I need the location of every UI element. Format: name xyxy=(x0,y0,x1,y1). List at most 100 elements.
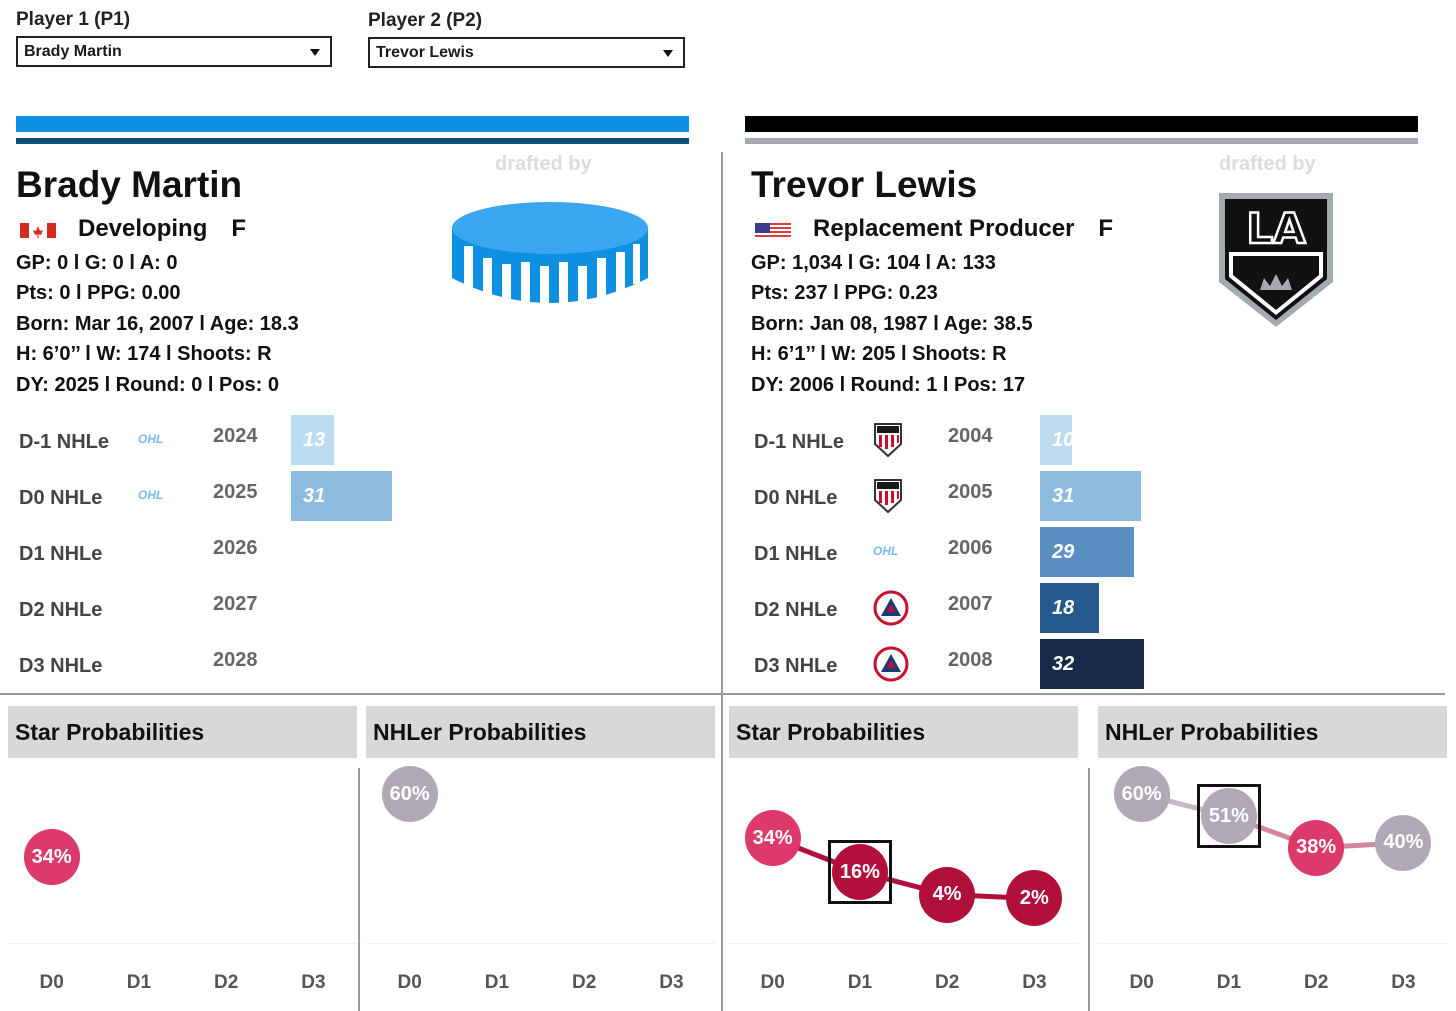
p2-nhle-year: 2006 xyxy=(948,537,993,559)
puck-logo xyxy=(450,200,650,312)
p2-nhle-label: D-1 NHLe xyxy=(754,431,845,453)
p1-star-panel-title: Star Probabilities xyxy=(8,706,357,758)
ohl-logo-icon: OHL xyxy=(873,542,909,578)
p2-nhle-value: 29 xyxy=(1052,541,1075,563)
p1-team-secondary-bar xyxy=(16,138,689,144)
p1-panel-divider xyxy=(358,768,360,1011)
p2-nhle-year: 2005 xyxy=(948,481,993,503)
data-label: 60% xyxy=(389,782,430,805)
data-point: 16% xyxy=(831,844,888,900)
p2-nhle-bar xyxy=(1040,639,1144,689)
p2-nhle-bar xyxy=(1040,471,1141,521)
p2-stat-line-2: Pts: 237 l PPG: 0.23 xyxy=(751,282,938,304)
x-tick-label: D2 xyxy=(934,972,960,993)
p1-nhle-bar xyxy=(291,415,334,465)
x-tick-label: D0 xyxy=(760,972,785,993)
p1-stat-line-3: Born: Mar 16, 2007 l Age: 18.3 xyxy=(16,313,299,335)
data-point: 60% xyxy=(381,766,438,823)
x-tick-label: D1 xyxy=(847,972,873,993)
p2-stat-line-3: Born: Jan 08, 1987 l Age: 38.5 xyxy=(751,313,1033,335)
data-label: 34% xyxy=(752,826,793,849)
p1-name: Brady Martin xyxy=(16,164,243,205)
data-point: 51% xyxy=(1200,788,1257,845)
p2-team-secondary-bar xyxy=(745,138,1418,144)
p2-nhle-value: 31 xyxy=(1052,485,1075,507)
x-tick-label: D1 xyxy=(126,972,152,993)
p2-team-color-bar xyxy=(745,116,1418,132)
ohl-logo-icon: OHL xyxy=(138,430,174,466)
data-label: 40% xyxy=(1383,831,1424,854)
p2-nhle-year: 2007 xyxy=(948,593,993,615)
ohl-logo-text: OHL xyxy=(138,488,164,502)
selected-point-box xyxy=(1196,784,1261,849)
p2-nhle-value: 18 xyxy=(1052,597,1075,619)
data-label: 51% xyxy=(1208,804,1249,827)
ahl-logo-icon xyxy=(873,646,909,682)
p2-selector-label: Player 2 (P2) xyxy=(368,10,483,31)
p2-nhle-label: D0 NHLe xyxy=(754,487,838,509)
p2-nhle-value: 10 xyxy=(1052,429,1072,451)
x-tick-label: D1 xyxy=(1216,972,1242,993)
x-tick-label: D3 xyxy=(301,972,326,993)
p1-nhle-year: 2028 xyxy=(213,649,258,671)
x-tick-label: D2 xyxy=(213,972,239,993)
p2-stat-line-4: H: 6’1’’ l W: 205 l Shoots: R xyxy=(751,343,1007,365)
la-kings-logo: LA xyxy=(1216,190,1336,330)
p1-nhler-panel-title: NHLer Probabilities xyxy=(366,706,715,758)
p1-status-row: Developing F xyxy=(20,215,246,243)
x-tick-label: D0 xyxy=(397,972,422,993)
p1-player-select[interactable]: Brady Martin xyxy=(16,36,332,67)
p1-nhle-label: D1 NHLe xyxy=(19,543,103,565)
x-tick-label: D2 xyxy=(571,972,597,993)
p1-nhle-label: D2 NHLe xyxy=(19,599,103,621)
p1-stat-line-5: DY: 2025 l Round: 0 l Pos: 0 xyxy=(16,374,280,396)
p2-stat-line-1: GP: 1,034 l G: 104 l A: 133 xyxy=(751,252,996,274)
p2-player-select[interactable]: Trevor Lewis xyxy=(368,37,685,68)
p1-nhle-value: 31 xyxy=(303,485,326,507)
x-tick-label: D3 xyxy=(1391,972,1416,993)
data-point: 34% xyxy=(23,829,80,886)
ahl-logo-icon xyxy=(873,590,909,626)
ushl-logo-icon xyxy=(873,422,909,458)
x-tick-label: D0 xyxy=(39,972,64,993)
chevron-down-icon xyxy=(663,50,673,57)
data-label: 38% xyxy=(1296,836,1337,859)
canada-flag-icon xyxy=(20,220,56,238)
p1-nhle-year: 2024 xyxy=(213,425,258,447)
p2-nhle-bar xyxy=(1040,583,1099,633)
data-label: 34% xyxy=(31,845,72,868)
p2-status-row: Replacement Producer F xyxy=(755,215,1113,243)
x-tick-label: D3 xyxy=(659,972,684,993)
data-label: 2% xyxy=(1019,886,1049,909)
p2-nhle-label: D1 NHLe xyxy=(754,543,838,565)
p2-stat-line-5: DY: 2006 l Round: 1 l Pos: 17 xyxy=(751,374,1026,396)
p1-select-value: Brady Martin xyxy=(24,43,122,60)
p2-name: Trevor Lewis xyxy=(751,164,978,205)
p2-star-panel-title: Star Probabilities xyxy=(729,706,1078,758)
p1-stat-line-4: H: 6’0’’ l W: 174 l Shoots: R xyxy=(16,343,272,365)
chevron-down-icon xyxy=(310,49,320,56)
p1-position: F xyxy=(231,215,247,242)
p1-nhle-value: 13 xyxy=(303,429,326,451)
p2-nhle-label: D2 NHLe xyxy=(754,599,838,621)
p1-selector-label: Player 1 (P1) xyxy=(16,9,131,30)
ushl-logo-icon xyxy=(873,478,909,514)
ohl-logo-icon: OHL xyxy=(138,486,174,522)
section-divider xyxy=(0,693,1445,695)
x-tick-label: D2 xyxy=(1303,972,1329,993)
p1-stat-line-1: GP: 0 l G: 0 l A: 0 xyxy=(16,252,178,274)
p1-nhle-year: 2025 xyxy=(213,481,258,503)
data-label: 16% xyxy=(839,860,880,883)
p2-nhler-panel-title: NHLer Probabilities xyxy=(1098,706,1447,758)
usa-flag-icon xyxy=(755,220,791,238)
data-point: 2% xyxy=(1006,870,1063,927)
p1-nhle-year: 2027 xyxy=(213,593,258,615)
data-point: 38% xyxy=(1288,819,1345,876)
la-logo-text: LA xyxy=(1246,204,1306,253)
p2-nhle-bar xyxy=(1040,527,1134,577)
p2-drafted-by: drafted by xyxy=(1219,153,1316,175)
p2-nhle-bar xyxy=(1040,415,1072,465)
ohl-logo-text: OHL xyxy=(873,544,899,558)
p1-nhle-year: 2026 xyxy=(213,537,258,559)
p2-nhle-value: 32 xyxy=(1052,653,1075,675)
